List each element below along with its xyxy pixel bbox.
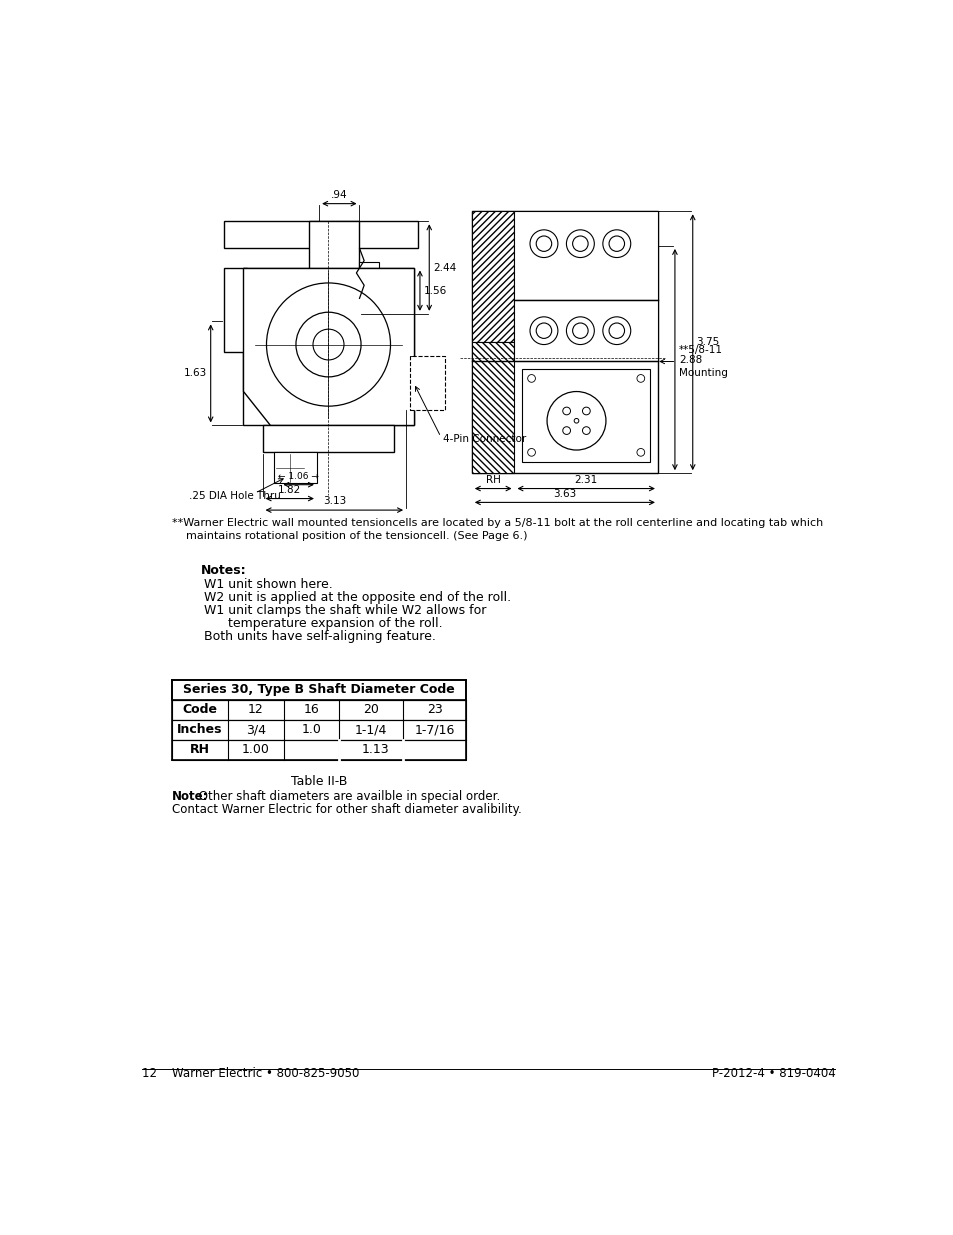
Text: Other shaft diameters are availble in special order.: Other shaft diameters are availble in sp… bbox=[195, 790, 500, 804]
Text: Code: Code bbox=[182, 703, 217, 716]
Circle shape bbox=[637, 374, 644, 383]
Text: **5/8-11: **5/8-11 bbox=[679, 346, 722, 356]
Bar bbox=[224, 221, 417, 248]
Circle shape bbox=[530, 317, 558, 345]
Text: 20: 20 bbox=[363, 703, 378, 716]
Text: W1 unit clamps the shaft while W2 allows for: W1 unit clamps the shaft while W2 allows… bbox=[204, 604, 486, 618]
Text: Mounting: Mounting bbox=[679, 368, 727, 378]
Bar bbox=[262, 425, 394, 452]
Circle shape bbox=[546, 391, 605, 450]
Text: 4-Pin Connector: 4-Pin Connector bbox=[443, 435, 526, 445]
Text: 23: 23 bbox=[426, 703, 442, 716]
Text: RH: RH bbox=[485, 474, 500, 484]
Circle shape bbox=[266, 283, 390, 406]
Text: 1.0: 1.0 bbox=[301, 722, 321, 736]
Circle shape bbox=[582, 427, 590, 435]
Circle shape bbox=[574, 419, 578, 424]
Bar bbox=[472, 211, 658, 473]
Text: Table II-B: Table II-B bbox=[291, 776, 347, 788]
Bar bbox=[514, 300, 658, 362]
Text: 3.63: 3.63 bbox=[553, 489, 576, 499]
Text: maintains rotational position of the tensioncell. (See Page 6.): maintains rotational position of the ten… bbox=[172, 531, 527, 541]
Circle shape bbox=[572, 324, 587, 338]
Text: 12: 12 bbox=[248, 703, 263, 716]
Bar bbox=[224, 268, 247, 352]
Text: 16: 16 bbox=[303, 703, 319, 716]
Bar bbox=[514, 211, 658, 300]
Text: 2.88: 2.88 bbox=[679, 354, 701, 364]
Text: 1.13: 1.13 bbox=[361, 743, 389, 756]
Circle shape bbox=[527, 448, 535, 456]
Bar bbox=[172, 679, 466, 699]
Text: W2 unit is applied at the opposite end of the roll.: W2 unit is applied at the opposite end o… bbox=[204, 592, 511, 604]
Text: .94: .94 bbox=[331, 190, 347, 200]
Bar bbox=[359, 262, 378, 314]
Circle shape bbox=[582, 408, 590, 415]
Circle shape bbox=[608, 236, 624, 252]
Bar bbox=[243, 268, 414, 425]
Circle shape bbox=[566, 317, 594, 345]
Text: W1 unit shown here.: W1 unit shown here. bbox=[204, 578, 333, 590]
Text: Note:: Note: bbox=[172, 790, 209, 804]
Text: 12    Warner Electric • 800-825-9050: 12 Warner Electric • 800-825-9050 bbox=[142, 1067, 359, 1079]
Text: 1-1/4: 1-1/4 bbox=[355, 722, 387, 736]
Text: 1-7/16: 1-7/16 bbox=[414, 722, 455, 736]
Bar bbox=[472, 342, 514, 473]
Text: Notes:: Notes: bbox=[200, 564, 246, 577]
Text: RH: RH bbox=[190, 743, 210, 756]
Bar bbox=[410, 356, 444, 410]
Circle shape bbox=[602, 317, 630, 345]
Circle shape bbox=[562, 427, 570, 435]
Bar bbox=[172, 740, 466, 760]
Text: 1.82: 1.82 bbox=[278, 484, 301, 495]
Text: 3.75: 3.75 bbox=[696, 337, 720, 347]
Circle shape bbox=[566, 230, 594, 258]
Circle shape bbox=[602, 230, 630, 258]
Text: 1.63: 1.63 bbox=[183, 368, 207, 378]
Circle shape bbox=[530, 230, 558, 258]
Text: ← 1.06 →: ← 1.06 → bbox=[278, 472, 318, 480]
Text: Both units have self-aligning feature.: Both units have self-aligning feature. bbox=[204, 630, 436, 643]
Circle shape bbox=[527, 374, 535, 383]
Circle shape bbox=[572, 236, 587, 252]
Circle shape bbox=[637, 448, 644, 456]
Text: 1.00: 1.00 bbox=[241, 743, 270, 756]
Circle shape bbox=[282, 461, 297, 475]
Polygon shape bbox=[243, 268, 414, 425]
Text: Inches: Inches bbox=[177, 722, 222, 736]
Circle shape bbox=[562, 408, 570, 415]
Circle shape bbox=[536, 236, 551, 252]
Bar bbox=[521, 369, 649, 462]
Text: temperature expansion of the roll.: temperature expansion of the roll. bbox=[204, 618, 442, 630]
Text: 1.56: 1.56 bbox=[423, 285, 447, 295]
Circle shape bbox=[313, 330, 344, 359]
Text: 3/4: 3/4 bbox=[245, 722, 265, 736]
Text: .25 DIA Hole Thru: .25 DIA Hole Thru bbox=[189, 492, 280, 501]
Text: **Warner Electric wall mounted tensioncells are located by a 5/8-11 bolt at the : **Warner Electric wall mounted tensionce… bbox=[172, 517, 822, 527]
Bar bbox=[172, 720, 466, 740]
Bar bbox=[172, 699, 466, 720]
Bar bbox=[472, 211, 514, 342]
Bar bbox=[309, 221, 359, 299]
Text: 2.31: 2.31 bbox=[574, 474, 598, 484]
Circle shape bbox=[608, 324, 624, 338]
Circle shape bbox=[536, 324, 551, 338]
Bar bbox=[274, 452, 316, 483]
Circle shape bbox=[295, 312, 360, 377]
Text: Contact Warner Electric for other shaft diameter avalibility.: Contact Warner Electric for other shaft … bbox=[172, 803, 521, 815]
Text: P-2012-4 • 819-0404: P-2012-4 • 819-0404 bbox=[711, 1067, 835, 1079]
Text: 3.13: 3.13 bbox=[322, 496, 346, 506]
Text: Series 30, Type B Shaft Diameter Code: Series 30, Type B Shaft Diameter Code bbox=[183, 683, 455, 697]
Text: 2.44: 2.44 bbox=[433, 263, 456, 273]
